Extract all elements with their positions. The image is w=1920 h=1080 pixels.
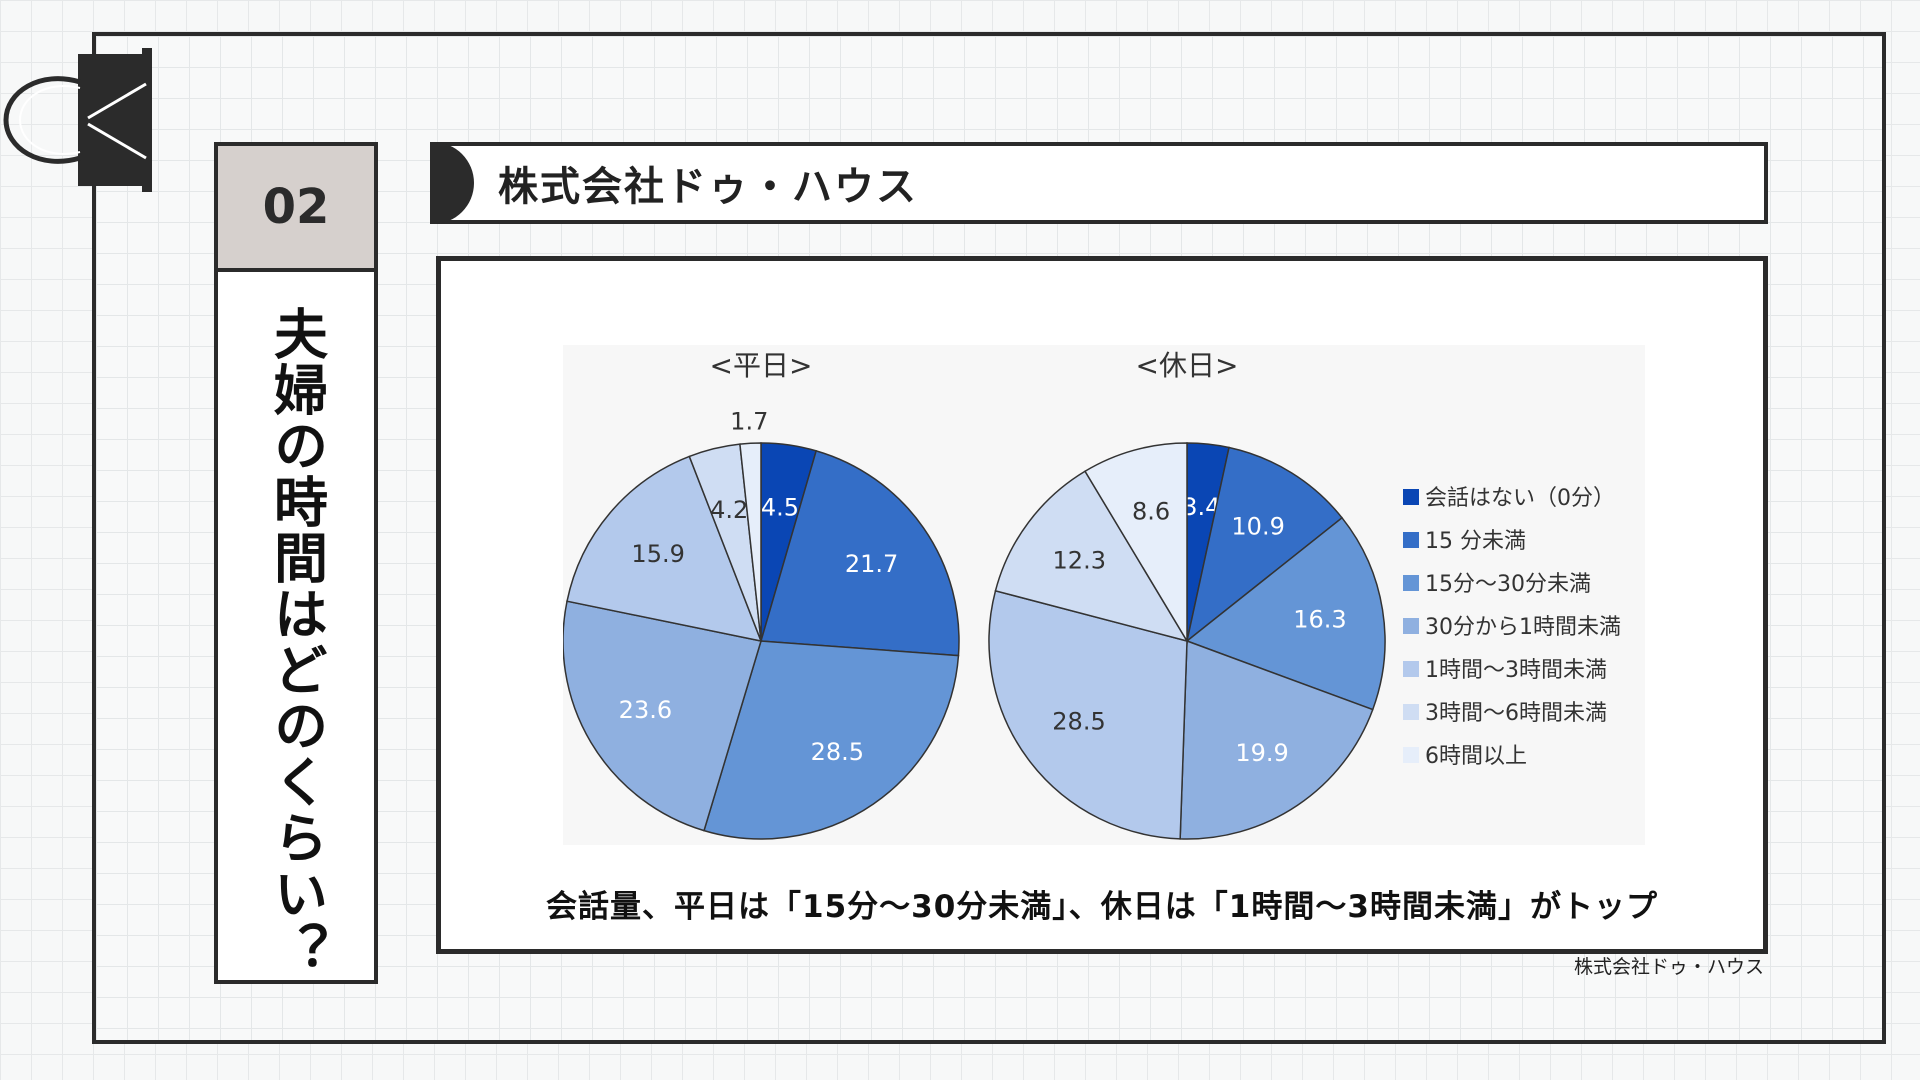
pie-value-label-0-0: 4.5	[761, 494, 799, 522]
binder-clip-icon	[3, 48, 152, 192]
pie-charts: <平日>4.521.728.523.615.94.21.7<休日>3.410.9…	[562, 349, 1621, 840]
pie-value-label-0-2: 28.5	[811, 738, 864, 766]
legend-swatch-6	[1403, 747, 1419, 763]
pie-value-label-0-5: 4.2	[710, 496, 748, 524]
chart-box: <平日> 4.5 21.7 28.5 23.6 15.9 4.2 1.7 <休日> 3.4 10.9…	[436, 256, 1768, 954]
side-panel: 02 夫婦の時間はどのくらい？	[214, 142, 378, 984]
pie-value-label-1-6: 8.6	[1132, 497, 1170, 525]
banner-title: 株式会社ドゥ・ハウス	[498, 164, 918, 210]
pie-title-1: <休日>	[1136, 349, 1239, 382]
pie-title-0: <平日>	[710, 349, 813, 382]
pie-value-label-0-3: 23.6	[619, 696, 672, 724]
header-banner: 株式会社ドゥ・ハウス	[430, 142, 1768, 224]
section-title: 夫婦の時間はどのくらい？	[264, 306, 328, 978]
pie-slice-1-5	[994, 470, 1189, 643]
legend-label-3: 30分から1時間未満	[1425, 615, 1621, 640]
pie-value-label-1-3: 19.9	[1235, 739, 1288, 767]
pie-slice-1-3	[1179, 639, 1374, 840]
pie-value-label-0-4: 15.9	[631, 540, 684, 568]
legend-swatch-2	[1403, 575, 1419, 591]
legend-label-1: 15 分未満	[1425, 529, 1526, 554]
chart-area: <平日> 4.5 21.7 28.5 23.6 15.9 4.2 1.7 <休日> 3.4 10.9…	[562, 345, 1645, 845]
pie-slice-1-2	[1185, 516, 1386, 711]
legend-swatch-5	[1403, 704, 1419, 720]
legend-swatch-1	[1403, 532, 1419, 548]
pie-value-label-1-5: 12.3	[1053, 546, 1106, 574]
pie-value-label-0-6: 1.7	[730, 407, 768, 435]
banner-cap-shape	[430, 142, 474, 224]
pie-slice-0-1	[760, 449, 960, 657]
legend-label-4: 1時間〜3時間未満	[1425, 658, 1607, 683]
legend-label-2: 15分〜30分未満	[1425, 572, 1591, 597]
section-number: 02	[218, 146, 374, 272]
legend-label-5: 3時間〜6時間未満	[1425, 701, 1607, 726]
pie-slice-1-6	[1084, 442, 1188, 644]
legend-swatch-0	[1403, 489, 1419, 505]
pie-slice-0-6	[739, 442, 762, 642]
pie-slice-1-1	[1185, 446, 1344, 643]
legend-label-0: 会話はない（0分）	[1425, 486, 1615, 511]
pie-slice-0-3	[562, 600, 762, 832]
chart-caption: 会話量、平日は「15分〜30分未満」、休日は「1時間〜3時間未満」がトップ	[546, 889, 1658, 925]
source-credit: 株式会社ドゥ・ハウス	[1573, 956, 1764, 978]
pie-slice-0-2	[703, 640, 960, 840]
pie-value-label-0-1: 21.7	[845, 550, 898, 578]
legend-swatch-3	[1403, 618, 1419, 634]
pie-slice-1-4	[988, 589, 1188, 840]
pie-value-label-1-2: 16.3	[1293, 606, 1346, 634]
legend-label-6: 6時間以上	[1425, 744, 1527, 769]
pie-slice-0-4	[566, 455, 763, 643]
pie-value-label-1-4: 28.5	[1052, 707, 1105, 735]
pie-value-label-1-1: 10.9	[1231, 513, 1284, 541]
legend-swatch-4	[1403, 661, 1419, 677]
